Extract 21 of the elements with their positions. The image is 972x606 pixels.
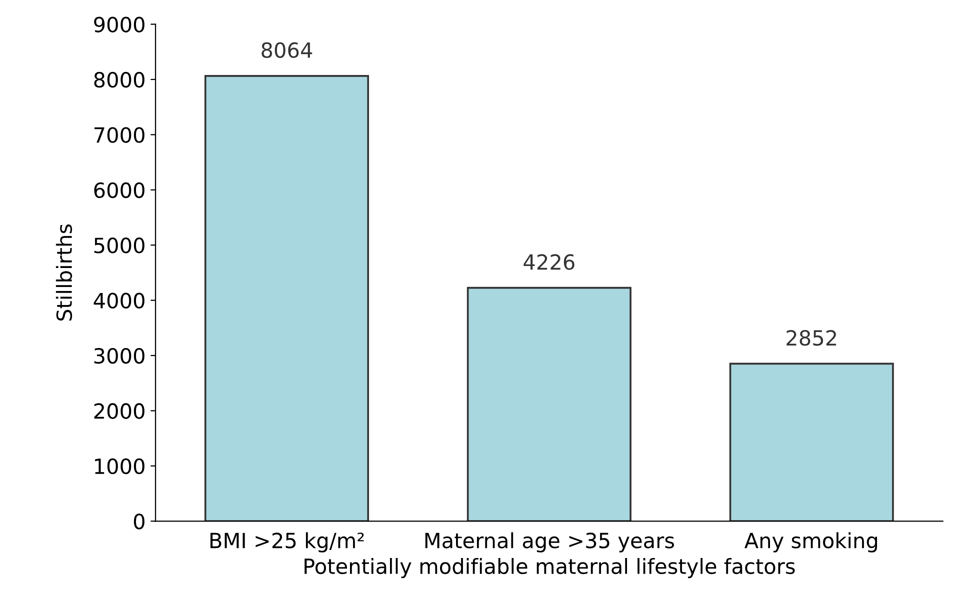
x-tick-label: Maternal age >35 years xyxy=(425,532,674,552)
y-tick-label: 5000 xyxy=(94,238,144,254)
x-tick-label: BMI >25 kg/m² xyxy=(210,532,364,552)
y-tick-label: 3000 xyxy=(94,348,144,364)
data-label: 4226 xyxy=(524,254,574,270)
y-tick-label: 7000 xyxy=(94,127,144,143)
y-tick-label: 1000 xyxy=(95,458,144,474)
y-tick-label: 6000 xyxy=(94,182,144,198)
y-tick-label: 9000 xyxy=(94,16,144,32)
y-axis-title: Stillbirths xyxy=(56,224,72,321)
x-tick-label: Any smoking xyxy=(744,532,878,552)
y-tick-label: 0 xyxy=(134,514,144,530)
bar xyxy=(204,75,369,522)
y-tick-label: 4000 xyxy=(94,292,144,309)
y-tick-label: 8000 xyxy=(94,72,144,88)
x-axis-title: Potentially modifiable maternal lifestyle factors xyxy=(304,558,795,578)
bar xyxy=(466,286,632,522)
bar xyxy=(729,362,894,522)
y-tick-label: 2000 xyxy=(94,403,144,419)
data-label: 2852 xyxy=(786,330,836,346)
data-label: 8064 xyxy=(262,42,312,58)
